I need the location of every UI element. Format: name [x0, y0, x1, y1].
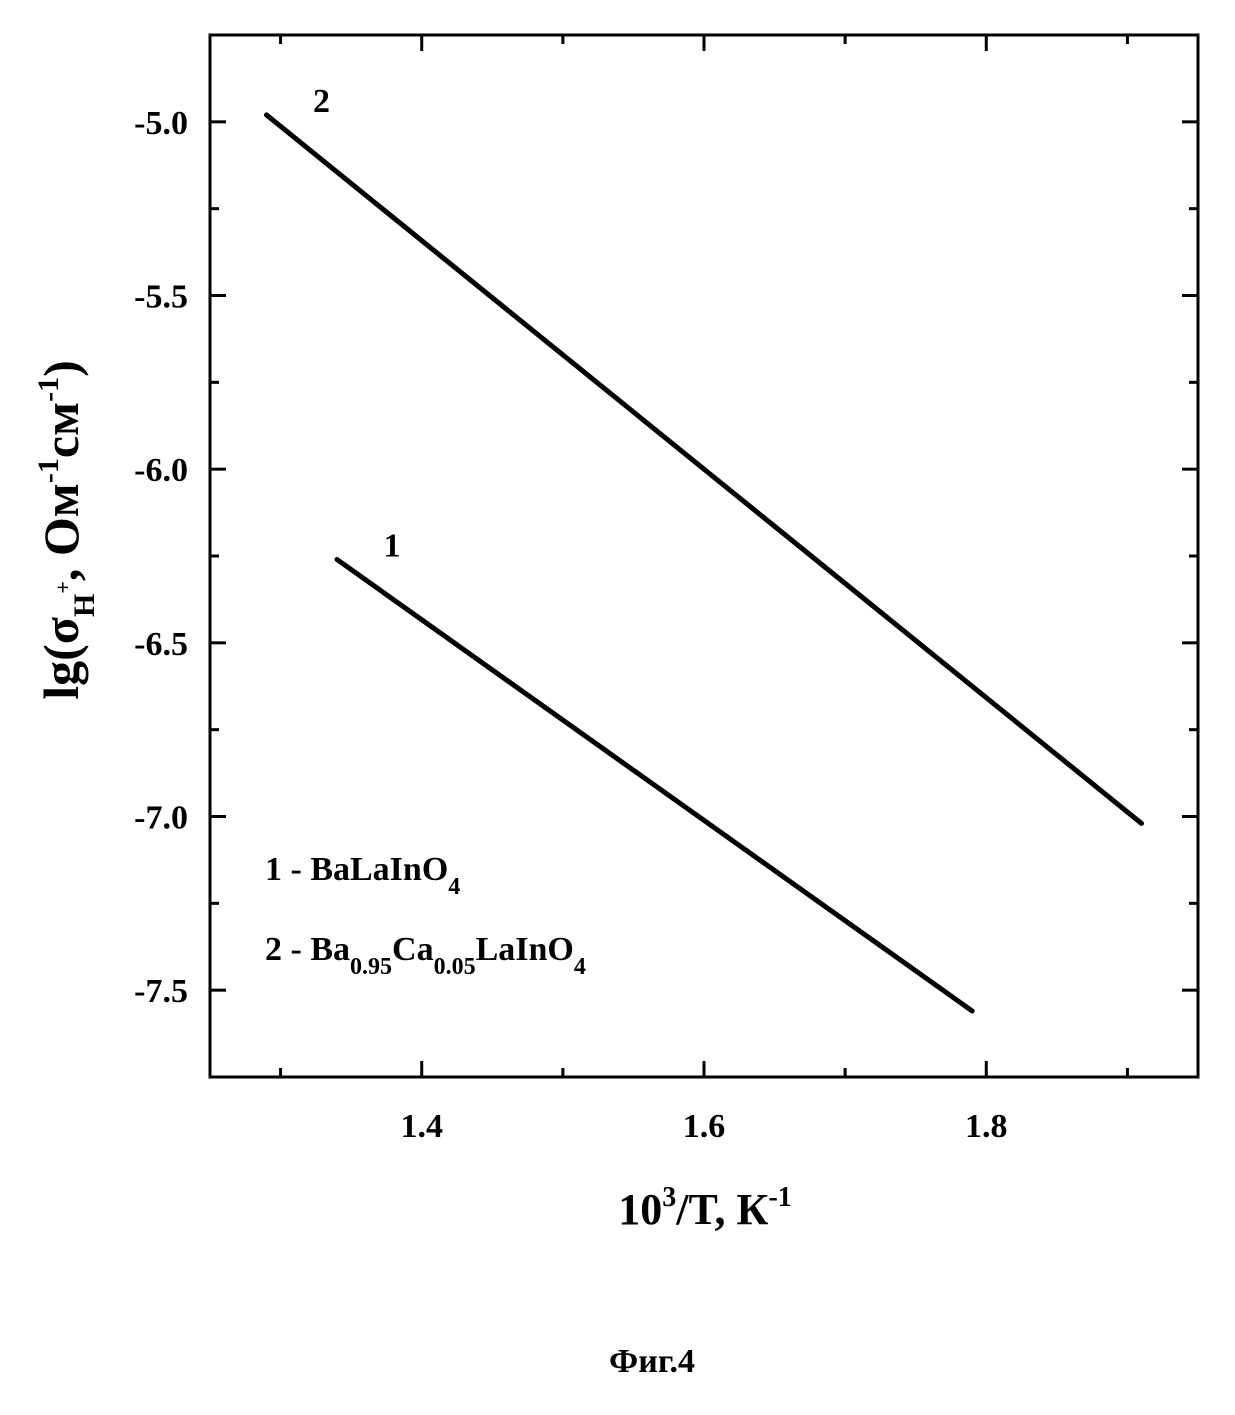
y-title-close: ) — [33, 360, 89, 377]
series-2-label: 2 — [313, 83, 330, 120]
y-title-sub: H — [68, 594, 101, 617]
y-title-base: lg(σ — [33, 617, 89, 700]
y-axis-title: lg(σH+, Ом-1см-1) — [32, 360, 101, 700]
x-tick-label: 1.8 — [965, 1108, 1008, 1145]
legend-text-part: Ba — [310, 931, 350, 968]
legend-subscript: 0.95 — [350, 954, 392, 980]
legend-subscript: 4 — [574, 954, 586, 980]
legend-entry-1: 1 - BaLaInO4 — [265, 851, 460, 900]
x-title-unit-sup: -1 — [768, 1182, 791, 1213]
y-title-mid: см — [33, 402, 89, 458]
y-title-rest: , Ом — [33, 483, 89, 581]
legend-text-part: BaLaInO — [310, 851, 448, 888]
y-tick-label: -6.5 — [134, 626, 188, 663]
x-tick-label: 1.6 — [683, 1108, 726, 1145]
y-axis-tick-labels: -5.0 -5.5 -6.0 -6.5 -7.0 -7.5 — [134, 105, 188, 1010]
legend: 1 - BaLaInO42 - Ba0.95Ca0.05LaInO4 — [265, 851, 586, 980]
x-tick-label: 1.4 — [400, 1108, 443, 1145]
x-axis-ticks — [281, 35, 1128, 1077]
series-labels: 12 — [313, 83, 401, 565]
legend-subscript: 0.05 — [434, 954, 476, 980]
series-2-line — [267, 115, 1142, 824]
legend-prefix: 2 - — [265, 931, 310, 968]
series-1-label: 1 — [384, 527, 401, 564]
x-axis-tick-labels: 1.4 1.6 1.8 — [400, 1108, 1007, 1145]
y-title-sub-sup: + — [50, 581, 75, 594]
legend-text-part: Ca — [392, 931, 434, 968]
legend-text-part: LaInO — [476, 931, 574, 968]
y-tick-label: -5.0 — [134, 105, 188, 142]
figure-caption: Фиг.4 — [609, 1343, 695, 1380]
x-title-sup: 3 — [662, 1182, 676, 1213]
x-title-base: 10 — [618, 1185, 662, 1234]
y-title-sup2: -1 — [32, 377, 65, 402]
legend-prefix: 1 - — [265, 851, 310, 888]
x-title-rest: /T, К — [675, 1185, 768, 1234]
legend-subscript: 4 — [448, 874, 460, 900]
y-tick-label: -7.5 — [134, 973, 188, 1010]
y-tick-label: -7.0 — [134, 800, 188, 837]
y-tick-label: -5.5 — [134, 279, 188, 316]
x-axis-title: 103/T, К-1 — [618, 1182, 792, 1234]
y-tick-label: -6.0 — [134, 452, 188, 489]
y-title-sup1: -1 — [32, 458, 65, 483]
legend-entry-2: 2 - Ba0.95Ca0.05LaInO4 — [265, 931, 586, 980]
